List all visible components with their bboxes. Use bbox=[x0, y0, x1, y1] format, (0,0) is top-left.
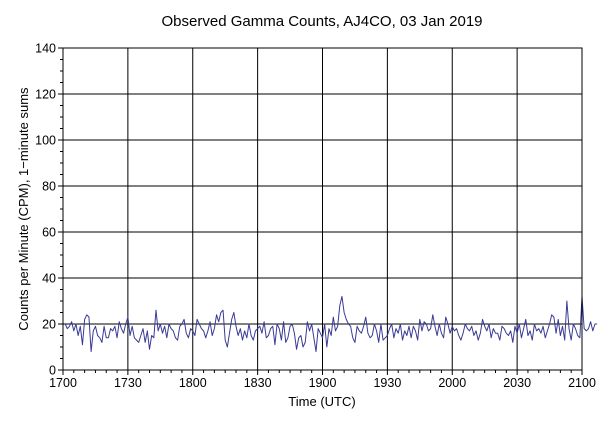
y-tick-label: 80 bbox=[42, 180, 56, 194]
x-tick-label: 1700 bbox=[49, 376, 77, 390]
x-tick-label: 1900 bbox=[309, 376, 337, 390]
x-tick-label: 2000 bbox=[438, 376, 466, 390]
y-tick-label: 0 bbox=[49, 364, 56, 378]
y-tick-label: 20 bbox=[42, 318, 56, 332]
x-tick-label: 2030 bbox=[503, 376, 531, 390]
x-tick-label: 1800 bbox=[179, 376, 207, 390]
plot-frame bbox=[62, 47, 583, 371]
chart-title: Observed Gamma Counts, AJ4CO, 03 Jan 201… bbox=[162, 13, 483, 30]
y-tick-label: 120 bbox=[35, 88, 56, 102]
tick-layer: 1700 1730 1800 1830 1900 1930 2000 2030 2100 0 20 4… bbox=[35, 42, 596, 391]
cpm-series-line bbox=[64, 295, 598, 353]
y-axis-title: Counts per Minute (CPM), 1−minute sums bbox=[16, 87, 31, 331]
x-tick-label: 1930 bbox=[373, 376, 401, 390]
y-tick-label: 100 bbox=[35, 134, 56, 148]
y-tick-label: 40 bbox=[42, 272, 56, 286]
series-layer bbox=[64, 295, 598, 353]
x-tick-label: 2100 bbox=[568, 376, 596, 390]
y-tick-label: 60 bbox=[42, 226, 56, 240]
y-tick-label: 140 bbox=[35, 42, 56, 56]
x-tick-label: 1830 bbox=[244, 376, 272, 390]
x-axis-title: Time (UTC) bbox=[288, 394, 355, 409]
grid-layer bbox=[63, 48, 582, 370]
x-tick-label: 1730 bbox=[114, 376, 142, 390]
